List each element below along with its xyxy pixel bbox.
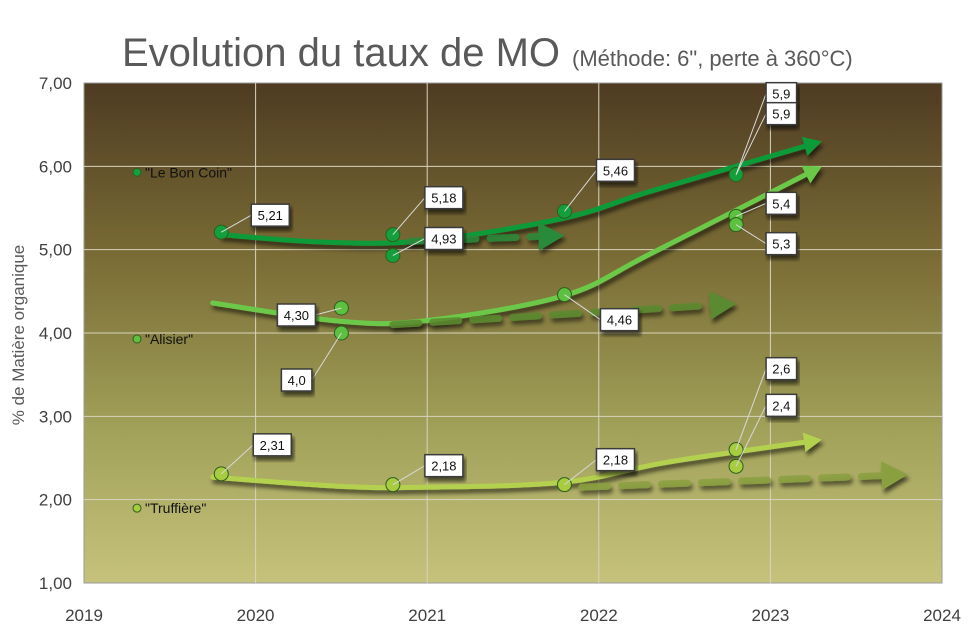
data-label: 2,18 [564, 447, 636, 486]
data-label: 5,4 [735, 191, 798, 217]
legend-label: "Truffière" [145, 500, 206, 516]
axis-ticks: 2019 2020 2021 2022 2023 2024 1,00 2,00 3,00 4,00… [39, 74, 961, 625]
data-label: 4,93 [392, 226, 464, 256]
data-label-text: 2,18 [603, 453, 628, 468]
data-label-text: 2,18 [431, 459, 456, 474]
data-label: 5,46 [564, 158, 636, 212]
data-label-text: 4,30 [284, 308, 309, 323]
data-label-text: 5,18 [431, 191, 456, 206]
arrow-head [801, 136, 822, 156]
data-label-text: 5,9 [772, 87, 790, 102]
arrow-head [801, 165, 822, 184]
x-tick-label: 2024 [923, 606, 961, 625]
trend-line [578, 471, 894, 491]
data-label-text: 2,6 [772, 362, 790, 377]
data-label: 5,3 [735, 224, 798, 256]
y-axis-label: % de Matière organique [9, 245, 28, 426]
data-labels: 5,21 5,18 4,93 5,46 5,9 5,9 4,30 4,0 4,46 5,4 5,3 2… [220, 81, 798, 486]
data-label-text: 5,46 [603, 163, 628, 178]
data-label: 2,31 [220, 433, 293, 475]
x-tick-label: 2021 [408, 606, 446, 625]
data-label-text: 4,93 [431, 232, 456, 247]
data-label: 5,9 [735, 81, 798, 175]
x-tick-label: 2020 [237, 606, 275, 625]
data-label-text: 5,3 [772, 237, 790, 252]
data-label: 2,18 [392, 453, 464, 486]
data-label-text: 2,31 [260, 438, 285, 453]
legend-item: "Le Bon Coin" [132, 164, 232, 180]
data-label-text: 2,4 [772, 398, 790, 413]
y-tick-label: 5,00 [39, 241, 72, 260]
trend-arrow [218, 136, 822, 246]
trend-arrows [210, 136, 908, 491]
trend-arrow [389, 291, 737, 329]
legend-item: "Truffière" [132, 500, 206, 516]
data-label: 4,30 [276, 303, 342, 327]
data-label: 5,9 [735, 101, 798, 175]
trend-line [389, 301, 722, 329]
trend-arrow [210, 165, 822, 327]
data-label-text: 5,21 [258, 208, 283, 223]
y-tick-label: 1,00 [39, 574, 72, 593]
trend-arrow [210, 432, 822, 491]
trend-line [218, 142, 813, 246]
legend-label: "Le Bon Coin" [145, 164, 232, 180]
legend: "Le Bon Coin" "Alisier" "Truffière" [132, 164, 232, 516]
legend-item: "Alisier" [132, 331, 193, 347]
arrow-head [537, 222, 565, 251]
grid [84, 83, 942, 583]
data-label: 5,18 [392, 185, 464, 235]
y-tick-label: 2,00 [39, 491, 72, 510]
x-tick-label: 2019 [65, 606, 103, 625]
chart-title: Evolution du taux de MO [122, 31, 560, 75]
trend-line [210, 438, 813, 491]
data-label: 5,21 [221, 203, 291, 233]
trend-arrow [578, 461, 908, 491]
data-label-text: 5,9 [772, 107, 790, 122]
data-label: 4,46 [564, 294, 640, 332]
x-tick-label: 2022 [580, 606, 618, 625]
data-label-text: 4,46 [607, 313, 632, 328]
trend-line [210, 169, 814, 327]
data-label: 2,4 [735, 393, 798, 467]
legend-label: "Alisier" [145, 331, 193, 347]
y-tick-label: 6,00 [39, 157, 72, 176]
y-tick-label: 4,00 [39, 324, 72, 343]
data-label-text: 4,0 [288, 373, 306, 388]
y-tick-label: 3,00 [39, 407, 72, 426]
x-tick-label: 2023 [751, 606, 789, 625]
arrow-head [802, 432, 822, 453]
data-label: 4,0 [280, 332, 342, 392]
y-tick-label: 7,00 [39, 74, 72, 93]
data-label-text: 5,4 [772, 196, 790, 211]
chart-subtitle: (Méthode: 6", perte à 360°C) [572, 46, 853, 71]
arrow-head [881, 461, 908, 490]
arrow-head [709, 291, 737, 320]
data-label: 2,6 [735, 356, 798, 450]
